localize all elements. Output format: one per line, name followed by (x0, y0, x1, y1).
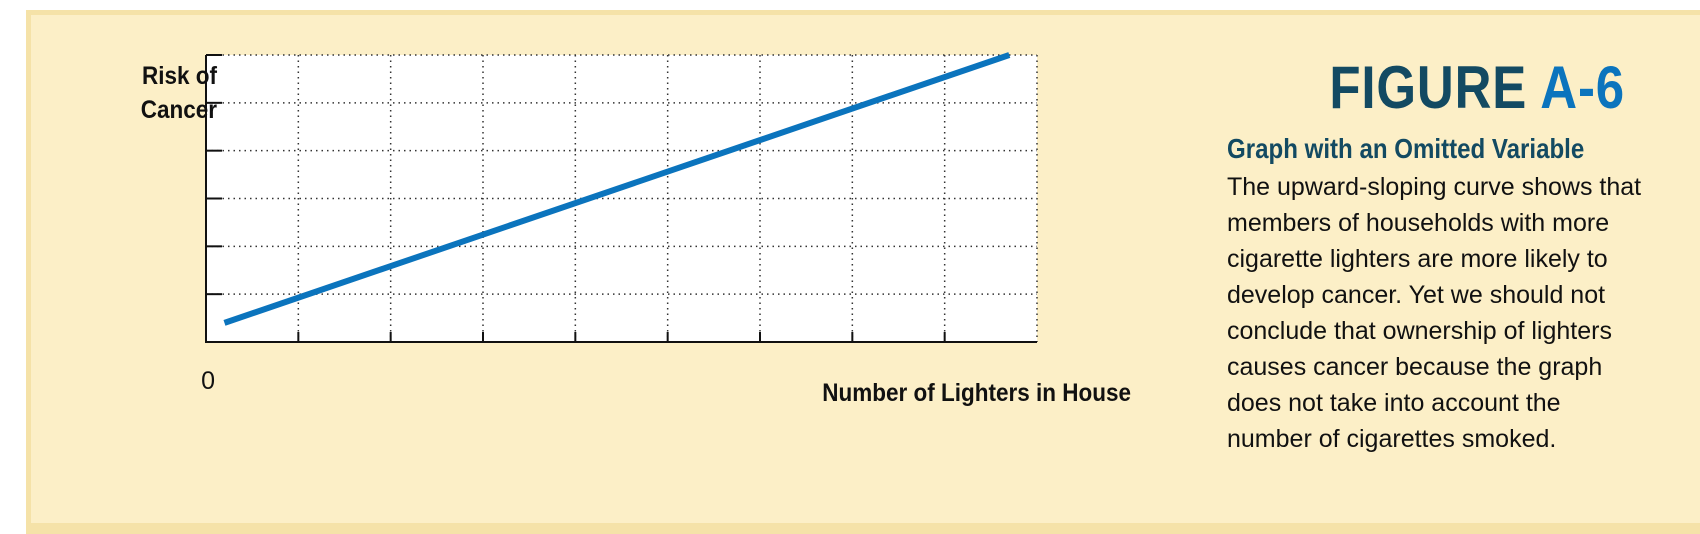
origin-label: 0 (201, 367, 215, 395)
grid-lines (206, 54, 1038, 342)
series-layer (223, 52, 1011, 326)
chart-area (205, 52, 1038, 343)
figure-label-word: FIGURE (1329, 54, 1528, 121)
plot-background (206, 55, 1037, 342)
figure-label-number: A-6 (1540, 54, 1625, 121)
figure-label: FIGURE A-6 (1290, 53, 1625, 122)
caption-body: The upward-sloping curve shows that memb… (1227, 173, 1642, 453)
caption-title: Graph with an Omitted Variable (1227, 133, 1585, 164)
axes (205, 54, 1037, 343)
y-axis-label: Risk of Cancer (140, 62, 217, 124)
x-axis-label: Number of Lighters in House (822, 379, 1131, 407)
figure-panel: Risk of Cancer 0 Number of Lighters in H… (31, 15, 1700, 523)
series-line (223, 52, 1011, 326)
panel-shadow: Risk of Cancer 0 Number of Lighters in H… (26, 10, 1700, 534)
